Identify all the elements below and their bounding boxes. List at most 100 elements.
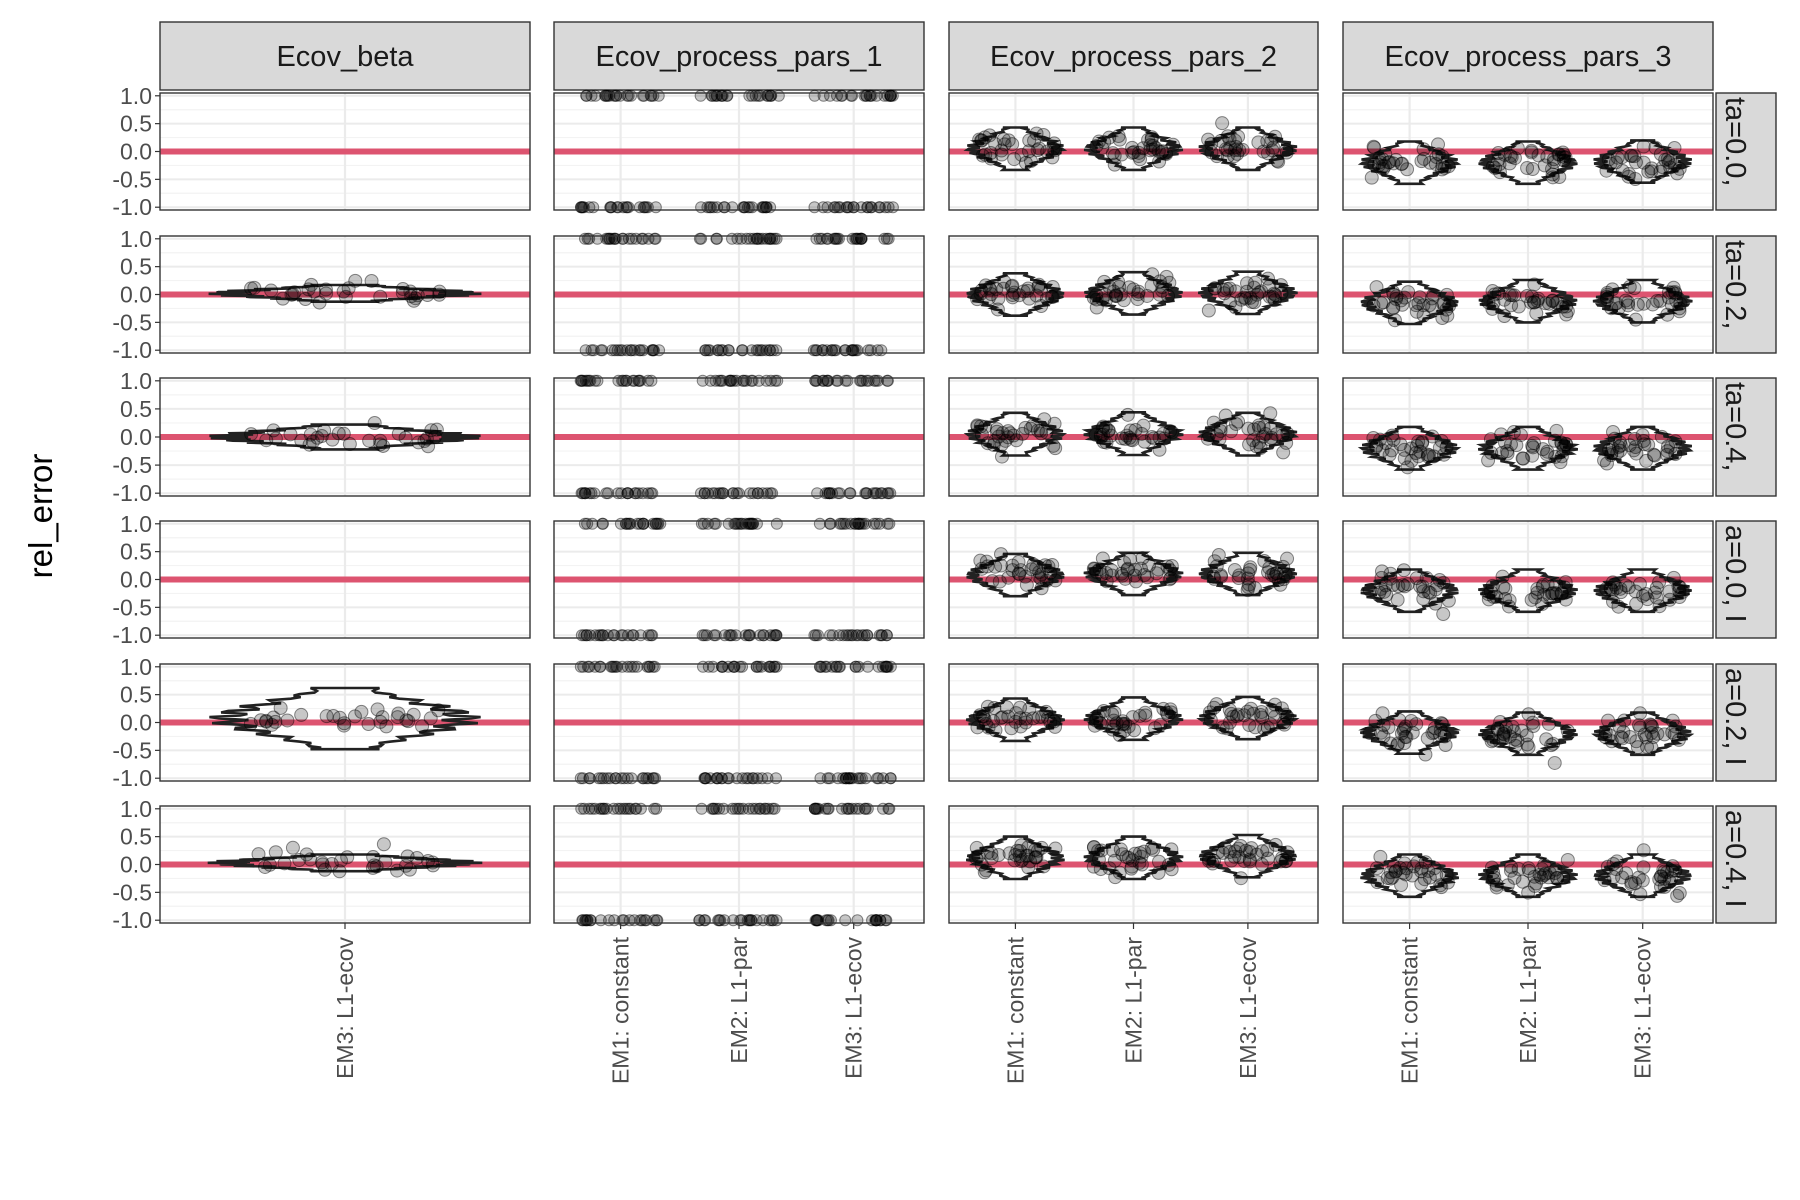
data-point [1163, 424, 1178, 439]
data-point [973, 286, 988, 301]
data-point [1011, 566, 1026, 581]
data-point [1375, 152, 1390, 167]
data-point [1112, 728, 1127, 743]
data-point [727, 914, 740, 927]
row-strip [1715, 663, 1777, 782]
data-point [1102, 861, 1117, 876]
data-point [980, 559, 995, 574]
data-point [1268, 569, 1283, 584]
data-point [1111, 274, 1126, 289]
data-point [1598, 729, 1613, 744]
data-point [1408, 298, 1423, 313]
data-point [1667, 727, 1682, 742]
data-point [879, 660, 892, 673]
data-point [1047, 416, 1062, 431]
data-point [1552, 147, 1567, 162]
data-point [1636, 155, 1651, 170]
data-point [708, 517, 721, 530]
violin [1198, 126, 1298, 172]
data-point [1256, 144, 1271, 159]
data-point [1006, 428, 1021, 443]
data-point [315, 857, 330, 872]
data-point [1264, 132, 1279, 147]
data-point [616, 660, 629, 673]
data-point [362, 433, 377, 448]
data-point [1125, 145, 1140, 160]
data-point [1109, 716, 1124, 731]
data-point [1508, 738, 1523, 753]
data-point [808, 201, 821, 214]
data-point [1029, 561, 1044, 576]
data-point [421, 439, 436, 454]
data-point [976, 709, 991, 724]
data-point [1547, 155, 1562, 170]
data-point [419, 431, 434, 446]
data-point [1599, 456, 1614, 471]
data-point [875, 344, 888, 357]
data-point [1031, 710, 1046, 725]
data-point [744, 487, 757, 500]
data-point [1611, 599, 1626, 614]
data-point [1023, 154, 1038, 169]
data-point [645, 374, 658, 387]
data-point [1484, 445, 1499, 460]
y-tick-label: -0.5 [112, 879, 152, 905]
data-point [340, 850, 355, 865]
y-tick-label: 0.5 [120, 539, 152, 565]
data-point [1138, 705, 1153, 720]
data-point [1427, 721, 1442, 736]
data-point [1125, 140, 1140, 155]
row-strip [1715, 92, 1777, 211]
data-point [1252, 420, 1267, 435]
data-point [968, 850, 983, 865]
data-point [1034, 567, 1049, 582]
data-point [1612, 719, 1627, 734]
data-point [1672, 304, 1687, 319]
data-point [1481, 453, 1496, 468]
data-point [1260, 720, 1275, 735]
data-point [1132, 855, 1147, 870]
data-point [1661, 290, 1676, 305]
data-point [1418, 747, 1433, 762]
data-point [1559, 307, 1574, 322]
data-point [1504, 437, 1519, 452]
data-point [1489, 880, 1504, 895]
data-point [1260, 134, 1275, 149]
data-point [1125, 433, 1140, 448]
data-point [1624, 875, 1639, 890]
data-point [1034, 840, 1049, 855]
data-point [1094, 843, 1109, 858]
data-point [429, 422, 444, 437]
data-point [1265, 290, 1280, 305]
violin [1591, 711, 1695, 757]
data-point [647, 772, 660, 785]
data-point [974, 561, 989, 576]
data-point [1659, 447, 1674, 462]
data-point [824, 914, 837, 927]
data-point [1144, 430, 1159, 445]
data-point [586, 802, 599, 815]
data-point [1157, 431, 1172, 446]
data-point [1530, 585, 1545, 600]
data-point [1626, 443, 1641, 458]
data-point [1166, 137, 1181, 152]
data-point [849, 232, 862, 245]
violin [209, 423, 481, 451]
data-point [264, 283, 279, 298]
violin [1084, 270, 1183, 316]
data-point [1506, 425, 1521, 440]
data-point [1644, 164, 1659, 179]
violin [1198, 551, 1298, 597]
y-tick-label: 1.0 [120, 368, 152, 394]
violin [1357, 140, 1462, 186]
data-point [1123, 552, 1138, 567]
data-point [1670, 166, 1685, 181]
x-tick-label: EM1: constant [1397, 936, 1423, 1084]
data-point [1101, 423, 1116, 438]
panel-border [1342, 92, 1714, 211]
data-point [1602, 442, 1617, 457]
data-point [1008, 714, 1023, 729]
data-point [764, 201, 777, 214]
data-point [1439, 302, 1454, 317]
